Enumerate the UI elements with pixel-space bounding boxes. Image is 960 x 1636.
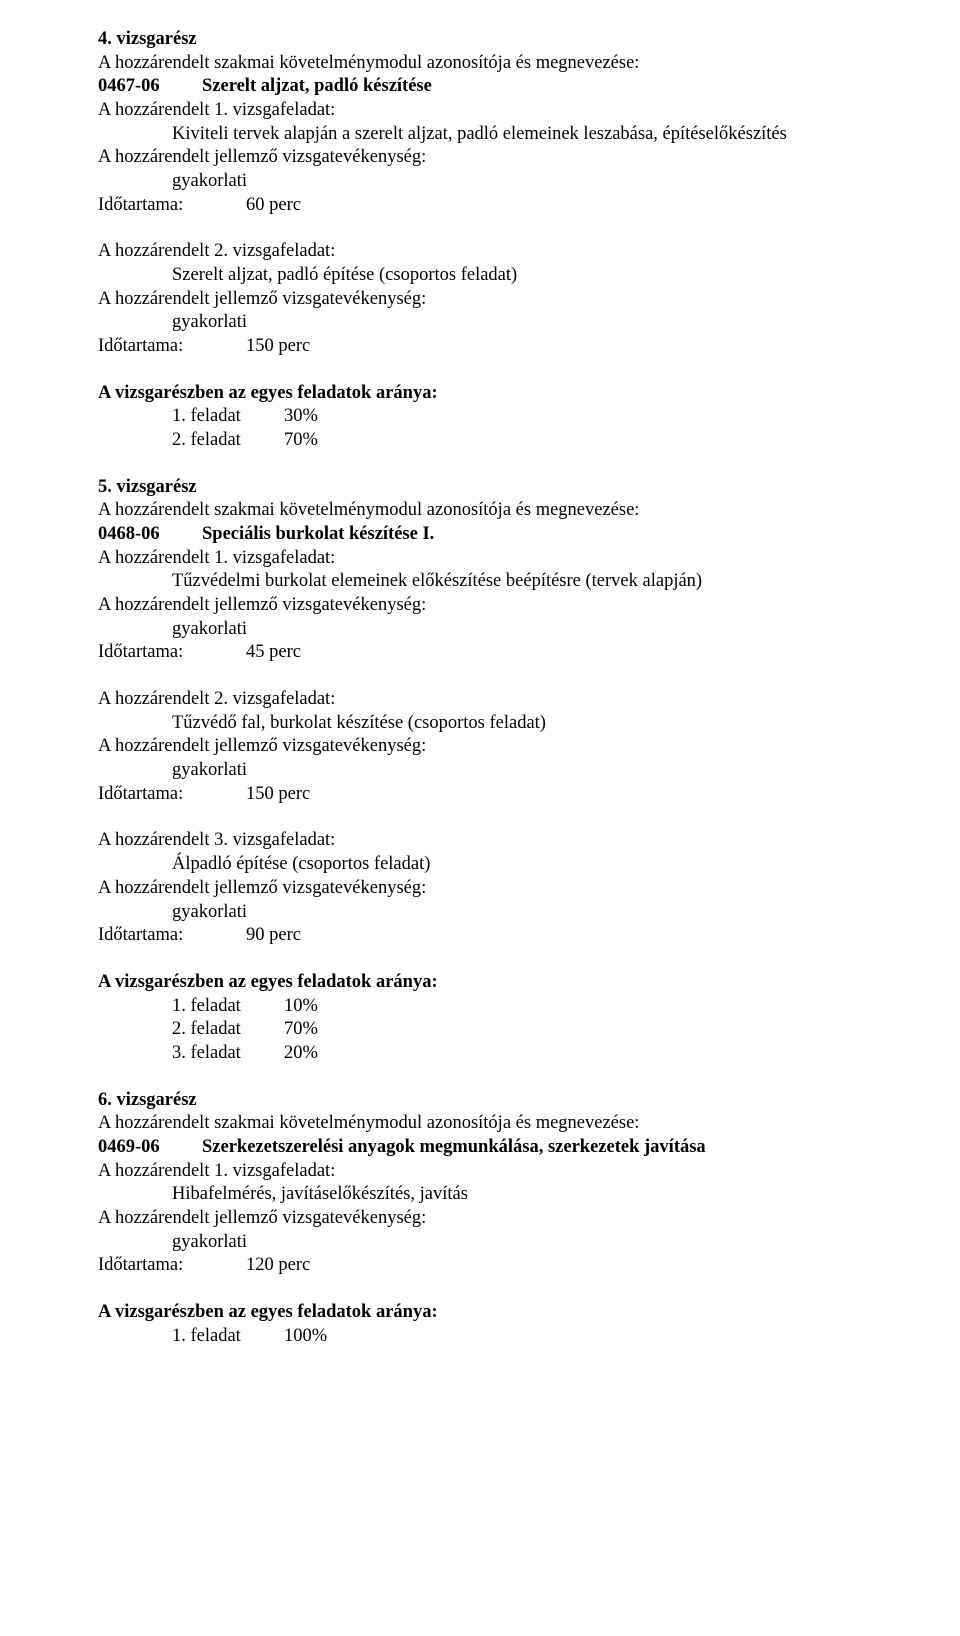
feladat-desc: Tűzvédelmi burkolat elemeinek előkészíté… xyxy=(98,570,862,594)
modul-intro: A hozzárendelt szakmai követelménymodul … xyxy=(98,1112,862,1136)
ratio-value: 70% xyxy=(284,430,318,450)
modul-name: Szerelt aljzat, padló készítése xyxy=(202,76,432,96)
ratio-label: 1. feladat xyxy=(172,405,284,429)
ratio-value: 100% xyxy=(284,1326,327,1346)
ratio-header: A vizsgarészben az egyes feladatok arány… xyxy=(98,1301,862,1325)
feladat-header: A hozzárendelt 2. vizsgafeladat: xyxy=(98,240,862,264)
ratio-value: 30% xyxy=(284,406,318,426)
section-4-ratios: A vizsgarészben az egyes feladatok arány… xyxy=(98,382,862,453)
modul-intro: A hozzárendelt szakmai követelménymodul … xyxy=(98,499,862,523)
ratio-row: 1. feladat10% xyxy=(98,995,862,1019)
duration-label: Időtartama: xyxy=(98,783,246,807)
ratio-value: 70% xyxy=(284,1019,318,1039)
feladat-desc: Kiviteli tervek alapján a szerelt aljzat… xyxy=(98,123,862,147)
duration-label: Időtartama: xyxy=(98,1254,246,1278)
activity-header: A hozzárendelt jellemző vizsgatevékenysé… xyxy=(98,877,862,901)
feladat-desc: Hibafelmérés, javításelőkészítés, javítá… xyxy=(98,1183,862,1207)
activity-header: A hozzárendelt jellemző vizsgatevékenysé… xyxy=(98,1207,862,1231)
activity: gyakorlati xyxy=(98,759,862,783)
duration-row: Időtartama:45 perc xyxy=(98,641,862,665)
activity: gyakorlati xyxy=(98,1231,862,1255)
duration-row: Időtartama:90 perc xyxy=(98,924,862,948)
modul-line: 0467-06Szerelt aljzat, padló készítése xyxy=(98,75,862,99)
duration-row: Időtartama:150 perc xyxy=(98,335,862,359)
duration-row: Időtartama:150 perc xyxy=(98,783,862,807)
feladat-header: A hozzárendelt 1. vizsgafeladat: xyxy=(98,1160,862,1184)
feladat-desc: Álpadló építése (csoportos feladat) xyxy=(98,853,862,877)
modul-code: 0469-06 xyxy=(98,1136,202,1160)
activity: gyakorlati xyxy=(98,170,862,194)
section-5-ratios: A vizsgarészben az egyes feladatok arány… xyxy=(98,971,862,1066)
ratio-label: 2. feladat xyxy=(172,429,284,453)
modul-line: 0469-06Szerkezetszerelési anyagok megmun… xyxy=(98,1136,862,1160)
section-title: 5. vizsgarész xyxy=(98,476,862,500)
duration-value: 150 perc xyxy=(246,784,310,804)
duration-value: 45 perc xyxy=(246,642,301,662)
section-4-header: 4. vizsgarész A hozzárendelt szakmai köv… xyxy=(98,28,862,217)
ratio-row: 1. feladat30% xyxy=(98,405,862,429)
feladat-desc: Szerelt aljzat, padló építése (csoportos… xyxy=(98,264,862,288)
feladat-desc: Tűzvédő fal, burkolat készítése (csoport… xyxy=(98,712,862,736)
activity: gyakorlati xyxy=(98,618,862,642)
duration-value: 60 perc xyxy=(246,195,301,215)
modul-code: 0467-06 xyxy=(98,75,202,99)
section-4-feladat-2: A hozzárendelt 2. vizsgafeladat: Szerelt… xyxy=(98,240,862,358)
duration-value: 150 perc xyxy=(246,336,310,356)
feladat-header: A hozzárendelt 1. vizsgafeladat: xyxy=(98,99,862,123)
ratio-value: 10% xyxy=(284,996,318,1016)
section-title: 6. vizsgarész xyxy=(98,1089,862,1113)
modul-code: 0468-06 xyxy=(98,523,202,547)
ratio-row: 2. feladat70% xyxy=(98,429,862,453)
modul-name: Speciális burkolat készítése I. xyxy=(202,524,434,544)
modul-line: 0468-06Speciális burkolat készítése I. xyxy=(98,523,862,547)
ratio-header: A vizsgarészben az egyes feladatok arány… xyxy=(98,382,862,406)
duration-row: Időtartama:60 perc xyxy=(98,194,862,218)
ratio-label: 1. feladat xyxy=(172,995,284,1019)
ratio-row: 2. feladat70% xyxy=(98,1018,862,1042)
feladat-header: A hozzárendelt 2. vizsgafeladat: xyxy=(98,688,862,712)
duration-label: Időtartama: xyxy=(98,335,246,359)
ratio-value: 20% xyxy=(284,1043,318,1063)
modul-intro: A hozzárendelt szakmai követelménymodul … xyxy=(98,52,862,76)
section-5-header: 5. vizsgarész A hozzárendelt szakmai köv… xyxy=(98,476,862,665)
section-5-feladat-3: A hozzárendelt 3. vizsgafeladat: Álpadló… xyxy=(98,829,862,947)
duration-label: Időtartama: xyxy=(98,641,246,665)
duration-row: Időtartama:120 perc xyxy=(98,1254,862,1278)
ratio-row: 3. feladat20% xyxy=(98,1042,862,1066)
ratio-row: 1. feladat100% xyxy=(98,1325,862,1349)
activity-header: A hozzárendelt jellemző vizsgatevékenysé… xyxy=(98,146,862,170)
feladat-header: A hozzárendelt 3. vizsgafeladat: xyxy=(98,829,862,853)
ratio-label: 2. feladat xyxy=(172,1018,284,1042)
section-6-header: 6. vizsgarész A hozzárendelt szakmai köv… xyxy=(98,1089,862,1278)
ratio-label: 1. feladat xyxy=(172,1325,284,1349)
section-title: 4. vizsgarész xyxy=(98,28,862,52)
duration-label: Időtartama: xyxy=(98,924,246,948)
duration-value: 90 perc xyxy=(246,925,301,945)
activity: gyakorlati xyxy=(98,901,862,925)
activity-header: A hozzárendelt jellemző vizsgatevékenysé… xyxy=(98,594,862,618)
feladat-header: A hozzárendelt 1. vizsgafeladat: xyxy=(98,547,862,571)
duration-value: 120 perc xyxy=(246,1255,310,1275)
activity: gyakorlati xyxy=(98,311,862,335)
ratio-label: 3. feladat xyxy=(172,1042,284,1066)
section-6-ratios: A vizsgarészben az egyes feladatok arány… xyxy=(98,1301,862,1348)
modul-name: Szerkezetszerelési anyagok megmunkálása,… xyxy=(202,1137,706,1157)
ratio-header: A vizsgarészben az egyes feladatok arány… xyxy=(98,971,862,995)
activity-header: A hozzárendelt jellemző vizsgatevékenysé… xyxy=(98,735,862,759)
section-5-feladat-2: A hozzárendelt 2. vizsgafeladat: Tűzvédő… xyxy=(98,688,862,806)
duration-label: Időtartama: xyxy=(98,194,246,218)
activity-header: A hozzárendelt jellemző vizsgatevékenysé… xyxy=(98,288,862,312)
